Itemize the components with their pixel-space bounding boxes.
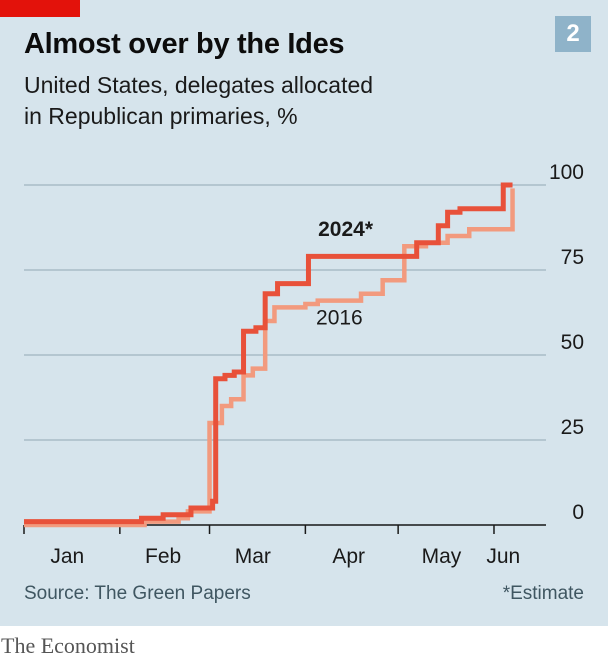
x-tick-label-jan: Jan <box>50 545 84 568</box>
estimate-note: *Estimate <box>502 583 584 604</box>
subtitle-line-2: in Republican primaries, % <box>24 103 298 129</box>
x-tick-label-feb: Feb <box>145 545 181 568</box>
series-label-2024: 2024* <box>318 218 374 241</box>
chart-title: Almost over by the Ides <box>24 28 345 60</box>
series-label-2016: 2016 <box>316 306 363 329</box>
chart-number-badge: 2 <box>555 16 591 52</box>
chart-subtitle: United States, delegates allocated in Re… <box>24 70 504 132</box>
y-tick-label-75: 75 <box>561 246 584 269</box>
x-tick-label-jun: Jun <box>486 545 520 568</box>
y-tick-label-25: 25 <box>561 416 584 439</box>
x-tick-label-mar: Mar <box>235 545 271 568</box>
y-tick-label-100: 100 <box>549 161 584 184</box>
source-note: Source: The Green Papers <box>24 583 251 604</box>
x-tick-label-may: May <box>422 545 462 568</box>
subtitle-line-1: United States, delegates allocated <box>24 72 374 98</box>
series-line-2024 <box>24 182 513 525</box>
chart-panel: 2 Almost over by the Ides United States,… <box>0 0 608 626</box>
brand-red-tag <box>0 0 80 17</box>
publisher-wordmark: The Economist <box>1 633 135 658</box>
y-tick-label-50: 50 <box>561 331 584 354</box>
x-tick-label-apr: Apr <box>332 545 365 568</box>
step-line-chart: 0 25 50 75 100 Jan Feb Mar Apr May Jun 2024* 2016 <box>23 161 584 568</box>
y-tick-label-0: 0 <box>572 501 584 524</box>
